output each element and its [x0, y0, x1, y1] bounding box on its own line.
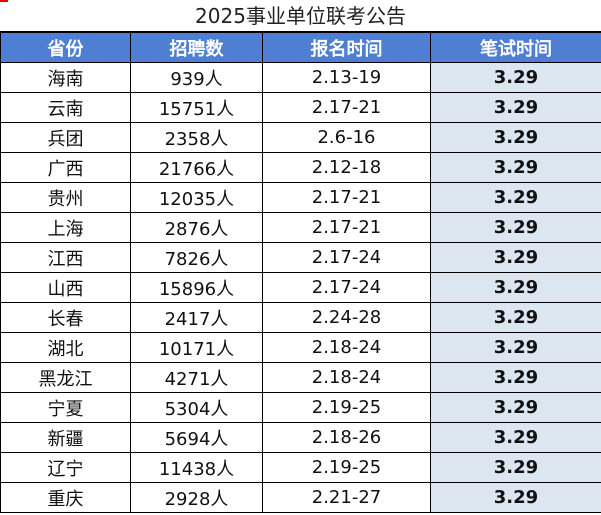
table-row: 贵州 12035人 2.17-21 3.29: [0, 182, 601, 213]
table-cell: 2.21-27: [262, 482, 431, 513]
table-row: 兵团 2358人 2.6-16 3.29: [0, 122, 601, 153]
table-row: 重庆 2928人 2.21-27 3.29: [0, 482, 601, 513]
table-cell: 3.29: [430, 452, 601, 483]
table-row: 黑龙江 4271人 2.18-24 3.29: [0, 362, 601, 393]
table-row: 宁夏 5304人 2.19-25 3.29: [0, 392, 601, 423]
table-cell: 3.29: [430, 92, 601, 123]
header-cell: 招聘数: [130, 32, 263, 63]
table-cell: 上海: [0, 212, 131, 243]
table-cell: 3.29: [430, 152, 601, 183]
table-row: 海南 939人 2.13-19 3.29: [0, 62, 601, 93]
table-cell: 重庆: [0, 482, 131, 513]
table-cell: 2.17-21: [262, 92, 431, 123]
table-cell: 3.29: [430, 392, 601, 423]
table-cell: 3.29: [430, 332, 601, 363]
table-cell: 3.29: [430, 242, 601, 273]
table-cell: 广西: [0, 152, 131, 183]
table-title: 2025事业单位联考公告: [0, 0, 601, 32]
table-cell: 江西: [0, 242, 131, 273]
table: 省份 招聘数 报名时间 笔试时间 海南 939人 2.13-19 3.29 云南 15751人 2…: [0, 32, 601, 513]
table-cell: 2.24-28: [262, 302, 431, 333]
table-cell: 3.29: [430, 182, 601, 213]
table-cell: 3.29: [430, 362, 601, 393]
table-cell: 15896人: [130, 272, 263, 303]
table-cell: 2358人: [130, 122, 263, 153]
table-cell: 3.29: [430, 122, 601, 153]
table-cell: 12035人: [130, 182, 263, 213]
table-row: 江西 7826人 2.17-24 3.29: [0, 242, 601, 273]
table-cell: 5304人: [130, 392, 263, 423]
table-cell: 939人: [130, 62, 263, 93]
table-row: 山西 15896人 2.17-24 3.29: [0, 272, 601, 303]
table-cell: 黑龙江: [0, 362, 131, 393]
header-cell: 报名时间: [262, 32, 431, 63]
table-cell: 湖北: [0, 332, 131, 363]
table-row: 湖北 10171人 2.18-24 3.29: [0, 332, 601, 363]
table-cell: 海南: [0, 62, 131, 93]
table-cell: 2.18-26: [262, 422, 431, 453]
table-row: 新疆 5694人 2.18-26 3.29: [0, 422, 601, 453]
table-cell: 3.29: [430, 302, 601, 333]
table-cell: 2.17-21: [262, 182, 431, 213]
header-cell: 省份: [0, 32, 131, 63]
table-cell: 10171人: [130, 332, 263, 363]
table-cell: 2.12-18: [262, 152, 431, 183]
table-row: 长春 2417人 2.24-28 3.29: [0, 302, 601, 333]
table-cell: 2417人: [130, 302, 263, 333]
header-cell: 笔试时间: [430, 32, 601, 63]
table-cell: 3.29: [430, 212, 601, 243]
table-cell: 2.6-16: [262, 122, 431, 153]
table-cell: 3.29: [430, 422, 601, 453]
table-cell: 2876人: [130, 212, 263, 243]
table-cell: 2.18-24: [262, 362, 431, 393]
table-cell: 2.19-25: [262, 392, 431, 423]
table-cell: 4271人: [130, 362, 263, 393]
table-cell: 11438人: [130, 452, 263, 483]
table-cell: 15751人: [130, 92, 263, 123]
table-cell: 山西: [0, 272, 131, 303]
table-body: 海南 939人 2.13-19 3.29 云南 15751人 2.17-21 3.29 兵团 23…: [0, 62, 601, 513]
corner-mark: [0, 0, 8, 2]
table-cell: 2.17-24: [262, 272, 431, 303]
table-cell: 2928人: [130, 482, 263, 513]
table-cell: 兵团: [0, 122, 131, 153]
table-cell: 21766人: [130, 152, 263, 183]
table-cell: 云南: [0, 92, 131, 123]
table-row: 云南 15751人 2.17-21 3.29: [0, 92, 601, 123]
table-cell: 2.18-24: [262, 332, 431, 363]
header-row: 省份 招聘数 报名时间 笔试时间: [0, 32, 601, 63]
table-cell: 2.19-25: [262, 452, 431, 483]
table-cell: 辽宁: [0, 452, 131, 483]
table-row: 上海 2876人 2.17-21 3.29: [0, 212, 601, 243]
table-cell: 2.17-24: [262, 242, 431, 273]
table-cell: 长春: [0, 302, 131, 333]
table-cell: 新疆: [0, 422, 131, 453]
table-cell: 贵州: [0, 182, 131, 213]
table-cell: 3.29: [430, 482, 601, 513]
table-cell: 3.29: [430, 272, 601, 303]
table-row: 辽宁 11438人 2.19-25 3.29: [0, 452, 601, 483]
table-cell: 2.17-21: [262, 212, 431, 243]
table-cell: 5694人: [130, 422, 263, 453]
table-cell: 宁夏: [0, 392, 131, 423]
table-row: 广西 21766人 2.12-18 3.29: [0, 152, 601, 183]
table-cell: 7826人: [130, 242, 263, 273]
table-cell: 3.29: [430, 62, 601, 93]
table-cell: 2.13-19: [262, 62, 431, 93]
